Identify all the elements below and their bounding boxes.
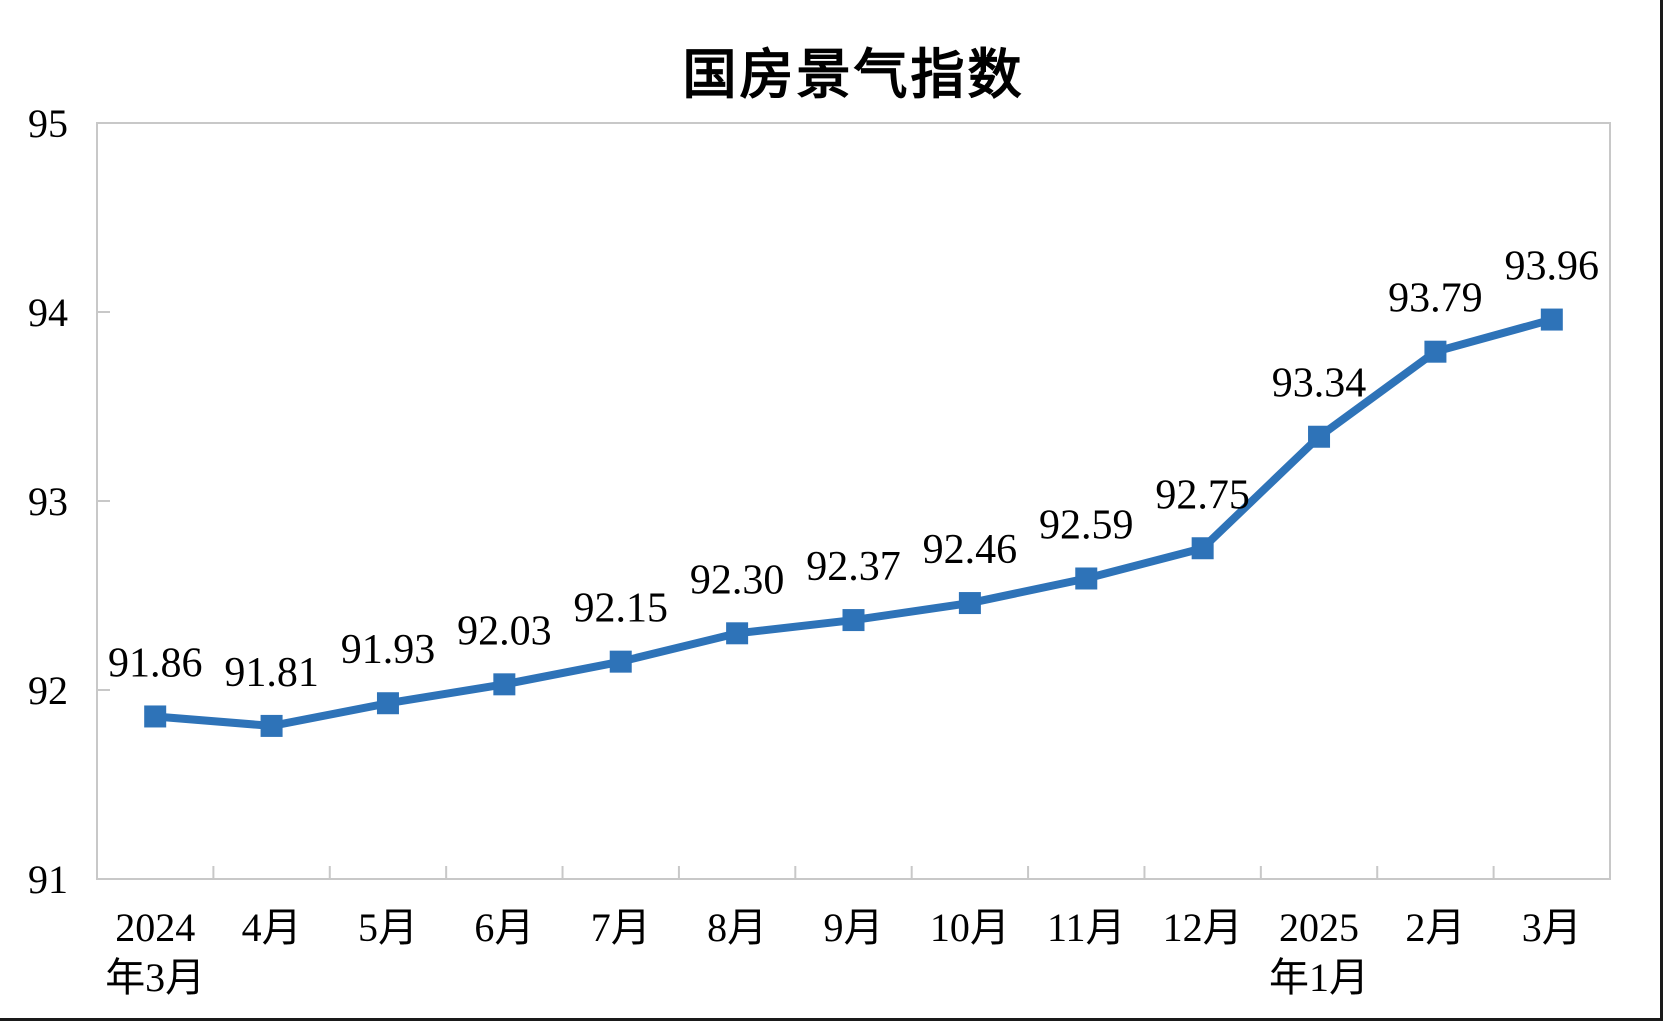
data-point-label: 91.81 (224, 650, 319, 696)
data-point-marker (726, 622, 749, 645)
x-axis-label: 7月 (591, 905, 651, 950)
data-point-label: 92.37 (806, 544, 901, 590)
data-point-marker (842, 609, 865, 632)
x-axis-label: 6月 (474, 905, 534, 950)
x-axis-label: 年1月 (1269, 955, 1369, 1000)
data-point-marker (1075, 567, 1098, 590)
x-axis-label: 11月 (1047, 905, 1126, 950)
data-point-label: 92.46 (923, 527, 1018, 573)
x-axis-label: 2025 (1279, 905, 1359, 950)
data-point-label: 93.96 (1505, 244, 1600, 290)
data-point-marker (493, 673, 516, 696)
chart-title: 国房景气指数 (682, 45, 1025, 105)
data-point-label: 92.15 (573, 586, 668, 632)
data-point-label: 91.86 (108, 640, 203, 686)
x-axis-label: 4月 (242, 905, 302, 950)
data-point-label: 92.30 (690, 557, 785, 603)
y-axis-tick-label: 94 (28, 290, 68, 335)
data-point-marker (1308, 425, 1331, 448)
x-axis-label: 9月 (824, 905, 884, 950)
x-axis-label: 5月 (358, 905, 418, 950)
data-point-marker (1424, 340, 1447, 363)
y-axis-tick-label: 91 (28, 857, 68, 902)
y-axis-tick-label: 92 (28, 668, 68, 713)
x-axis-label: 12月 (1163, 905, 1243, 950)
data-point-marker (609, 650, 632, 673)
data-point-label: 93.79 (1388, 276, 1483, 322)
plot-border (96, 122, 1611, 880)
data-point-label: 93.34 (1272, 361, 1367, 407)
data-point-label: 92.03 (457, 608, 552, 654)
x-axis-label: 8月 (707, 905, 767, 950)
data-point-label: 92.59 (1039, 502, 1134, 548)
data-point-marker (1191, 537, 1214, 560)
data-point-marker (260, 714, 283, 737)
x-axis-label: 3月 (1522, 905, 1582, 950)
data-point-marker (376, 692, 399, 715)
data-point-marker (1540, 308, 1563, 331)
x-axis-label: 年3月 (105, 955, 205, 1000)
y-axis-tick-label: 95 (28, 101, 68, 146)
data-point-marker (144, 705, 167, 728)
y-axis-tick-label: 93 (28, 479, 68, 524)
data-point-label: 91.93 (341, 627, 436, 673)
x-axis-label: 10月 (930, 905, 1010, 950)
data-point-marker (958, 592, 981, 615)
x-axis-label: 2024 (115, 905, 195, 950)
data-point-label: 92.75 (1155, 472, 1250, 518)
x-axis-label: 2月 (1405, 905, 1465, 950)
